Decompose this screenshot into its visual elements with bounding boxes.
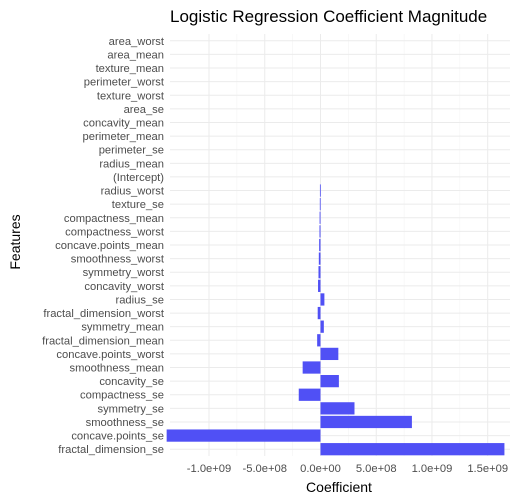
- y-tick-label: concave.points_se: [71, 431, 164, 443]
- bar: [320, 375, 339, 388]
- y-tick-label: perimeter_mean: [83, 131, 164, 143]
- bar: [319, 211, 321, 224]
- bar: [319, 198, 321, 211]
- y-tick-label: (Intercept): [113, 172, 164, 184]
- bar: [319, 238, 321, 252]
- bar: [318, 279, 321, 292]
- chart-title: Logistic Regression Coefficient Magnitud…: [170, 7, 487, 26]
- y-tick-label: smoothness_mean: [69, 363, 164, 375]
- bar: [166, 429, 321, 442]
- y-tick-label: symmetry_mean: [81, 322, 164, 334]
- x-axis-title: Coefficient: [306, 479, 372, 495]
- y-tick-label: fractal_dimension_se: [58, 444, 164, 456]
- y-tick-label: concavity_worst: [84, 281, 164, 293]
- x-tick-label: -5.0e+08: [243, 463, 287, 475]
- y-tick-label: concave.points_mean: [55, 240, 164, 252]
- x-tick-label: -1.0e+09: [187, 463, 231, 475]
- x-tick-label: 0.0e+00: [300, 463, 341, 475]
- x-tick-label: 1.0e+09: [412, 463, 453, 475]
- plot-bars: [166, 184, 505, 456]
- y-tick-label: compactness_mean: [64, 213, 164, 225]
- y-tick-label: radius_worst: [101, 186, 165, 198]
- y-tick-label: fractal_dimension_mean: [42, 335, 164, 347]
- bar: [317, 306, 321, 320]
- bar: [319, 225, 321, 238]
- y-tick-label: texture_worst: [97, 90, 165, 102]
- y-tick-label: perimeter_se: [99, 145, 164, 157]
- x-axis-tick-labels: -1.0e+09 -5.0e+08 0.0e+00 5.0e+08 1.0e+09 1.5…: [187, 463, 508, 475]
- y-tick-label: area_worst: [109, 36, 165, 48]
- x-tick-label: 1.5e+09: [467, 463, 508, 475]
- y-tick-label: radius_se: [115, 294, 164, 306]
- x-tick-label: 5.0e+08: [356, 463, 397, 475]
- bar: [298, 388, 321, 401]
- bar: [302, 361, 321, 374]
- y-tick-label: texture_se: [112, 199, 164, 211]
- bar: [320, 415, 412, 429]
- y-tick-label: symmetry_se: [97, 403, 164, 415]
- y-tick-label: concavity_se: [99, 376, 164, 388]
- y-tick-label: radius_mean: [99, 158, 164, 170]
- bar: [320, 402, 355, 415]
- y-tick-label: perimeter_worst: [84, 77, 165, 89]
- y-tick-label: area_mean: [107, 49, 164, 61]
- y-tick-label: symmetry_worst: [83, 267, 165, 279]
- y-axis-title: Features: [7, 214, 23, 269]
- y-tick-label: compactness_se: [80, 390, 164, 402]
- y-tick-label: concavity_mean: [83, 117, 164, 129]
- y-tick-label: smoothness_se: [86, 417, 164, 429]
- y-tick-label: area_se: [124, 104, 164, 116]
- plot-gridlines: [170, 34, 510, 456]
- bar: [320, 293, 325, 306]
- bar: [320, 347, 339, 361]
- bar: [320, 443, 505, 456]
- y-tick-label: compactness_worst: [65, 226, 165, 238]
- bar: [320, 320, 324, 333]
- y-tick-label: smoothness_worst: [71, 254, 165, 266]
- bar: [318, 252, 321, 265]
- y-tick-label: concave.points_worst: [56, 349, 164, 361]
- y-tick-label: fractal_dimension_worst: [43, 308, 165, 320]
- bar: [318, 266, 321, 279]
- bar: [317, 334, 321, 347]
- bar: [319, 184, 321, 197]
- y-tick-label: texture_mean: [96, 63, 164, 75]
